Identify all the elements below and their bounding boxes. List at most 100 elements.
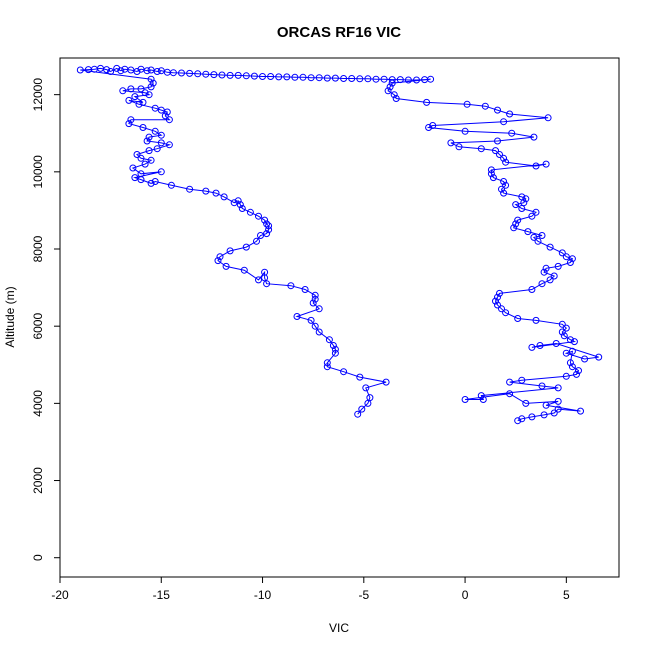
data-point	[528, 413, 536, 421]
data-point	[358, 405, 366, 413]
data-point	[202, 70, 210, 78]
data-point	[263, 220, 271, 228]
data-point	[500, 154, 508, 162]
y-axis-label: Altitude (m)	[3, 286, 17, 347]
data-point	[562, 253, 570, 261]
data-point	[538, 232, 546, 239]
data-point	[388, 79, 396, 87]
data-point	[595, 353, 603, 361]
data-point	[242, 72, 250, 80]
y-axis: 0 2000 4000 6000 8000 10000 12000	[31, 78, 60, 561]
data-point	[404, 76, 412, 84]
x-tick-label: 5	[563, 588, 570, 602]
data-point	[524, 228, 532, 236]
x-axis: -20 -15 -10 -5 0 5	[51, 577, 570, 602]
data-point	[568, 255, 576, 263]
data-point	[137, 85, 145, 93]
data-point	[234, 71, 242, 79]
data-point	[487, 170, 495, 178]
x-tick-label: -20	[51, 588, 69, 602]
data-point	[506, 390, 514, 398]
data-point	[315, 305, 323, 313]
data-point	[530, 233, 538, 241]
data-point	[546, 243, 554, 251]
data-point	[149, 79, 157, 87]
data-point	[506, 378, 514, 386]
data-point	[323, 74, 331, 82]
data-point	[163, 108, 171, 116]
data-point	[133, 68, 141, 75]
data-point	[143, 137, 151, 145]
data-point	[492, 147, 499, 155]
data-point	[238, 205, 246, 212]
data-point	[508, 129, 516, 137]
data-point	[212, 189, 220, 197]
data-point	[311, 291, 319, 299]
data-point	[528, 286, 536, 293]
data-point	[386, 83, 394, 91]
data-point	[194, 70, 202, 78]
x-tick-label: -15	[153, 588, 171, 602]
data-point	[554, 405, 562, 413]
data-point	[127, 116, 135, 124]
data-point	[293, 313, 301, 320]
data-point	[315, 328, 323, 336]
data-point	[413, 76, 420, 84]
data-point	[202, 187, 210, 195]
x-tick-label: 0	[462, 588, 469, 602]
data-point	[494, 301, 501, 309]
data-point	[463, 100, 471, 108]
data-point	[220, 193, 228, 201]
data-point	[331, 74, 339, 82]
data-point	[356, 373, 364, 381]
data-point	[546, 276, 554, 284]
data-point	[536, 342, 544, 349]
data-point	[425, 124, 433, 131]
y-tick-label: 4000	[31, 390, 45, 417]
data-point	[325, 336, 333, 344]
data-point	[566, 359, 574, 367]
data-point	[253, 237, 260, 245]
data-point	[542, 401, 550, 409]
data-point	[530, 133, 538, 141]
data-point	[147, 83, 155, 91]
data-point	[568, 347, 576, 355]
data-point	[492, 297, 499, 305]
data-point	[263, 230, 271, 238]
data-point	[384, 87, 392, 95]
data-point	[113, 64, 121, 72]
data-point	[477, 145, 485, 153]
data-point	[261, 268, 269, 276]
data-point	[455, 143, 463, 151]
data-point	[127, 85, 135, 93]
data-point	[218, 71, 226, 79]
data-point	[240, 266, 248, 274]
data-point	[117, 67, 125, 75]
data-point	[119, 87, 127, 95]
data-point	[538, 382, 546, 390]
data-point	[145, 91, 153, 99]
data-point	[226, 71, 234, 79]
data-point	[514, 417, 522, 425]
data-point	[494, 106, 501, 114]
data-point	[506, 110, 514, 118]
data-point	[510, 224, 518, 232]
data-point	[261, 216, 269, 224]
data-point	[518, 205, 526, 212]
data-point	[236, 201, 244, 209]
data-point	[532, 208, 540, 216]
data-point	[76, 66, 84, 74]
data-point	[311, 295, 319, 303]
data-point	[558, 328, 566, 336]
data-point	[287, 282, 295, 290]
data-point	[500, 189, 508, 197]
data-point	[364, 75, 372, 83]
data-point	[496, 289, 503, 297]
data-point	[558, 249, 566, 257]
data-point	[145, 133, 153, 141]
data-point	[151, 104, 159, 112]
y-tick-label: 0	[31, 554, 45, 561]
data-point	[512, 220, 520, 228]
data-point	[544, 114, 552, 122]
